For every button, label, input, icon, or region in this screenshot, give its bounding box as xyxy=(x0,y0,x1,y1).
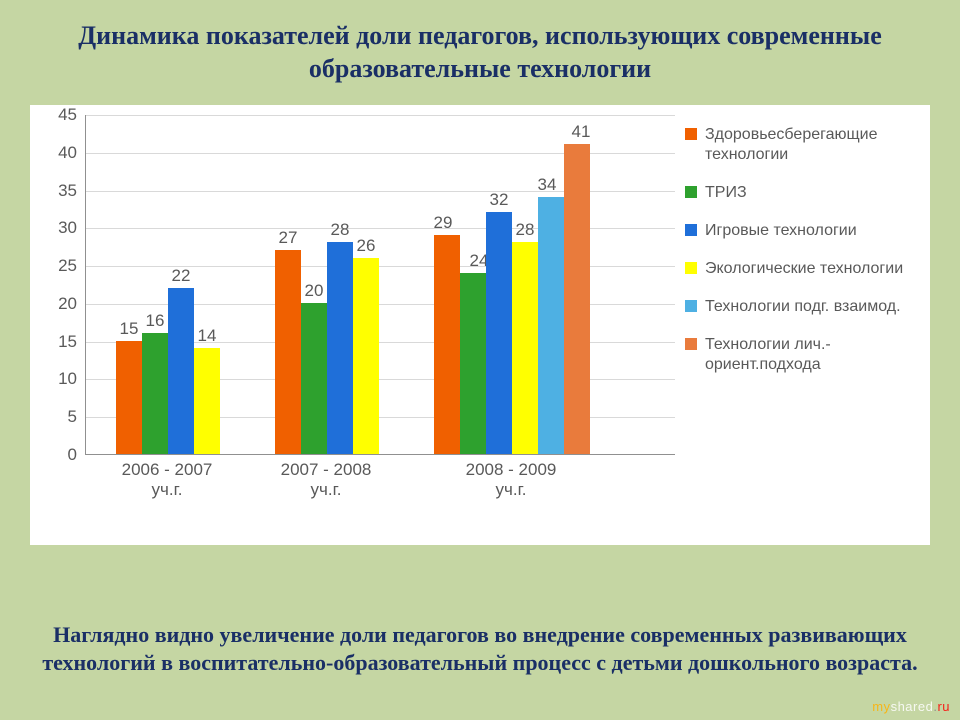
bar xyxy=(460,273,486,454)
watermark: myshared.ru xyxy=(872,699,950,714)
bar-value-label: 14 xyxy=(194,326,220,346)
watermark-share: shared xyxy=(891,699,934,714)
x-tick-label: 2008 - 2009уч.г. xyxy=(441,460,581,501)
bar-value-label: 27 xyxy=(275,228,301,248)
bar xyxy=(275,250,301,454)
bar-group: 292432283441 xyxy=(434,115,590,454)
legend-swatch xyxy=(685,128,697,140)
bar xyxy=(353,258,379,454)
bar xyxy=(564,144,590,454)
legend-item: ТРИЗ xyxy=(685,183,925,203)
slide-caption: Наглядно видно увеличение доли педагогов… xyxy=(30,621,930,678)
y-tick-label: 10 xyxy=(30,369,77,389)
bar-value-label: 28 xyxy=(512,220,538,240)
y-tick-label: 40 xyxy=(30,143,77,163)
bar-value-label: 20 xyxy=(301,281,327,301)
legend-label: ТРИЗ xyxy=(705,183,925,203)
legend-label: Игровые технологии xyxy=(705,221,925,241)
legend-label: Здоровьесберегающие технологии xyxy=(705,125,925,165)
legend-swatch xyxy=(685,224,697,236)
legend-item: Технологии подг. взаимод. xyxy=(685,297,925,317)
chart: 1516221427202826292432283441 Здоровьесбе… xyxy=(30,105,930,545)
bar-group: 1516 22 14 xyxy=(116,115,220,454)
bar xyxy=(486,212,512,454)
bar-value-label: 16 xyxy=(142,311,168,331)
y-tick-label: 45 xyxy=(30,105,77,125)
bar-value-label: 29 xyxy=(430,213,456,233)
chart-legend: Здоровьесберегающие технологии ТРИЗ Игровы… xyxy=(685,125,925,393)
bar-value-label: 41 xyxy=(568,122,594,142)
legend-swatch xyxy=(685,338,697,350)
bar xyxy=(142,333,168,454)
slide-title: Динамика показателей доли педагогов, исп… xyxy=(60,20,900,85)
y-tick-label: 0 xyxy=(30,445,77,465)
bar xyxy=(327,242,353,454)
bar-value-label: 34 xyxy=(534,175,560,195)
bar xyxy=(301,303,327,454)
bar-value-label: 15 xyxy=(116,319,142,339)
legend-item: Здоровьесберегающие технологии xyxy=(685,125,925,165)
chart-plot: 1516221427202826292432283441 xyxy=(85,115,675,455)
legend-swatch xyxy=(685,186,697,198)
y-tick-label: 25 xyxy=(30,256,77,276)
legend-swatch xyxy=(685,300,697,312)
bar-value-label: 32 xyxy=(486,190,512,210)
y-tick-label: 5 xyxy=(30,407,77,427)
legend-label: Экологические технологии xyxy=(705,259,925,279)
chart-frame: 1516221427202826292432283441 Здоровьесбе… xyxy=(30,105,930,545)
legend-item: Игровые технологии xyxy=(685,221,925,241)
bar xyxy=(434,235,460,454)
legend-label: Технологии подг. взаимод. xyxy=(705,297,925,317)
bar xyxy=(194,348,220,454)
x-tick-label: 2007 - 2008уч.г. xyxy=(256,460,396,501)
watermark-ru: ru xyxy=(937,699,950,714)
bar-group: 27 20 2826 xyxy=(275,115,379,454)
y-tick-label: 20 xyxy=(30,294,77,314)
x-tick-label: 2006 - 2007уч.г. xyxy=(97,460,237,501)
bar xyxy=(538,197,564,454)
legend-item: Технологии лич.-ориент.подхода xyxy=(685,335,925,375)
legend-label: Технологии лич.-ориент.подхода xyxy=(705,335,925,375)
y-tick-label: 30 xyxy=(30,218,77,238)
y-tick-label: 35 xyxy=(30,181,77,201)
watermark-my: my xyxy=(872,699,890,714)
bar xyxy=(116,341,142,454)
bar xyxy=(168,288,194,454)
legend-item: Экологические технологии xyxy=(685,259,925,279)
y-tick-label: 15 xyxy=(30,332,77,352)
legend-swatch xyxy=(685,262,697,274)
bar-value-label: 22 xyxy=(168,266,194,286)
bar-value-label: 28 xyxy=(327,220,353,240)
slide: Динамика показателей доли педагогов, исп… xyxy=(0,0,960,720)
bar xyxy=(512,242,538,454)
bar-value-label: 26 xyxy=(353,236,379,256)
